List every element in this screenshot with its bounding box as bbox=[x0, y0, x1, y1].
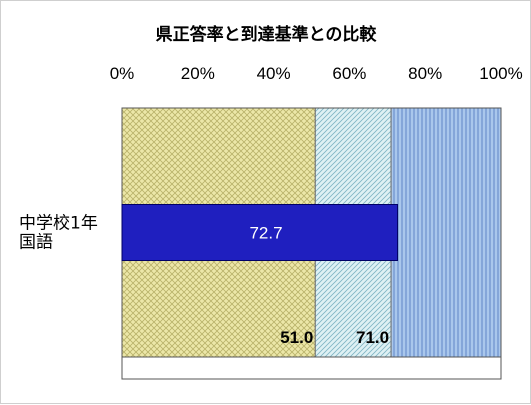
category-label: 中学校1年国語 bbox=[19, 214, 98, 253]
x-tick-label: 100% bbox=[479, 64, 522, 83]
x-tick-label: 60% bbox=[332, 64, 366, 83]
reference-band bbox=[391, 108, 501, 357]
x-tick-label: 40% bbox=[257, 64, 291, 83]
x-tick-label: 20% bbox=[181, 64, 215, 83]
bar-value-label: 72.7 bbox=[249, 224, 282, 243]
threshold-labels: 51.0 71.0 bbox=[280, 328, 389, 347]
bars: 72.7 bbox=[121, 204, 399, 261]
threshold-label: 71.0 bbox=[356, 328, 389, 347]
x-tick-label: 0% bbox=[110, 64, 135, 83]
x-tick-label: 80% bbox=[408, 64, 442, 83]
chart-title: 県正答率と到達基準との比較 bbox=[156, 24, 378, 45]
plot-footer-strip bbox=[121, 356, 502, 380]
bar bbox=[121, 204, 399, 261]
category-labels: 中学校1年国語 bbox=[19, 214, 98, 253]
threshold-label: 51.0 bbox=[280, 328, 313, 347]
x-axis-ticks: 0% 20% 40% 60% 80% 100% bbox=[110, 64, 523, 83]
